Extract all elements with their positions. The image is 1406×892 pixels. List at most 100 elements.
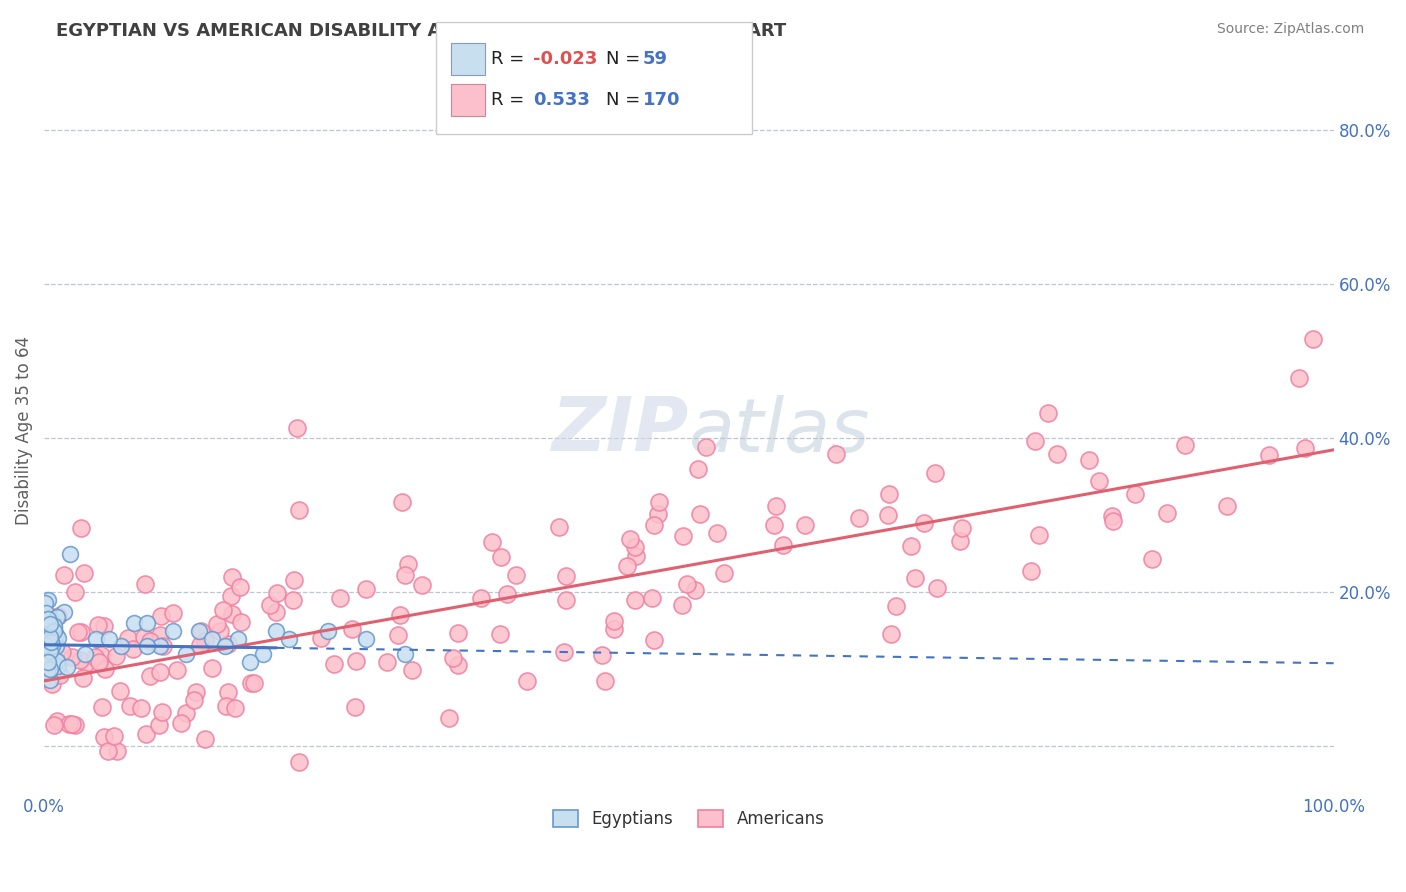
Point (48, 668, 70, 682)
Point (354, 582, 377, 596)
Point (45, 714, 67, 728)
Point (110, 640, 132, 654)
Point (75, 657, 97, 671)
Point (391, 495, 413, 509)
Point (38, 640, 60, 654)
Point (34, 639, 56, 653)
Legend: Egyptians, Americans: Egyptians, Americans (547, 804, 831, 835)
Point (39, 635, 62, 649)
Point (624, 549, 647, 563)
Point (35, 606, 58, 620)
Text: 0.533: 0.533 (533, 91, 589, 109)
Point (183, 693, 205, 707)
Point (201, 632, 224, 646)
Point (1036, 406, 1059, 420)
Point (356, 632, 378, 646)
Point (912, 516, 935, 530)
Point (37, 612, 59, 626)
Point (73, 566, 96, 581)
Point (69, 653, 91, 667)
Point (162, 607, 184, 621)
Point (166, 664, 188, 678)
Point (884, 599, 907, 613)
Point (67, 625, 90, 640)
Point (904, 571, 927, 585)
Point (104, 648, 127, 663)
Point (38, 664, 60, 678)
Point (117, 631, 139, 645)
Point (58, 717, 80, 731)
Point (441, 650, 464, 665)
Text: atlas: atlas (689, 394, 870, 467)
Point (344, 654, 367, 668)
Point (713, 566, 735, 580)
Point (1088, 474, 1111, 488)
Point (136, 616, 159, 631)
Point (1123, 486, 1146, 500)
Point (447, 657, 470, 672)
Point (949, 533, 972, 548)
Point (46, 654, 69, 668)
Y-axis label: Disability Age 35 to 64: Disability Age 35 to 64 (15, 336, 32, 525)
Point (188, 638, 211, 652)
Point (149, 627, 172, 641)
Point (283, 592, 305, 607)
Point (84, 649, 107, 664)
Point (553, 645, 575, 659)
Point (194, 731, 217, 746)
Point (170, 715, 193, 730)
Point (641, 591, 664, 605)
Point (285, 421, 308, 435)
Point (264, 624, 287, 638)
Point (648, 495, 671, 509)
Point (103, 729, 125, 743)
Point (42, 618, 65, 632)
Point (1028, 528, 1050, 542)
Point (555, 593, 578, 607)
Point (93, 619, 115, 633)
Point (793, 518, 815, 533)
Point (53, 568, 76, 582)
Point (194, 633, 217, 648)
Point (1142, 552, 1164, 566)
Point (1294, 441, 1316, 455)
Point (46, 659, 69, 673)
Point (686, 461, 709, 475)
Point (118, 699, 141, 714)
Point (174, 647, 197, 661)
Point (221, 607, 243, 621)
Point (97, 632, 120, 646)
Text: Source: ZipAtlas.com: Source: ZipAtlas.com (1216, 22, 1364, 37)
Point (35, 665, 58, 679)
Point (772, 538, 794, 552)
Point (877, 487, 900, 501)
Point (51, 645, 73, 659)
Point (65, 584, 87, 599)
Point (554, 568, 576, 582)
Point (624, 593, 647, 607)
Point (56, 660, 79, 674)
Point (411, 578, 433, 592)
Point (695, 440, 717, 454)
Point (1077, 452, 1099, 467)
Point (138, 634, 160, 648)
Point (39, 644, 62, 658)
Point (44, 622, 66, 636)
Point (219, 589, 242, 603)
Point (217, 685, 239, 699)
Point (39, 620, 62, 634)
Point (90, 648, 112, 662)
Point (1216, 500, 1239, 514)
Point (35, 657, 58, 671)
Point (190, 624, 212, 638)
Point (38, 616, 60, 631)
Point (877, 508, 900, 522)
Point (93, 730, 115, 744)
Point (62, 716, 84, 731)
Point (689, 507, 711, 521)
Point (135, 727, 157, 741)
Point (848, 511, 870, 525)
Point (124, 616, 146, 631)
Point (900, 539, 922, 553)
Point (239, 655, 262, 669)
